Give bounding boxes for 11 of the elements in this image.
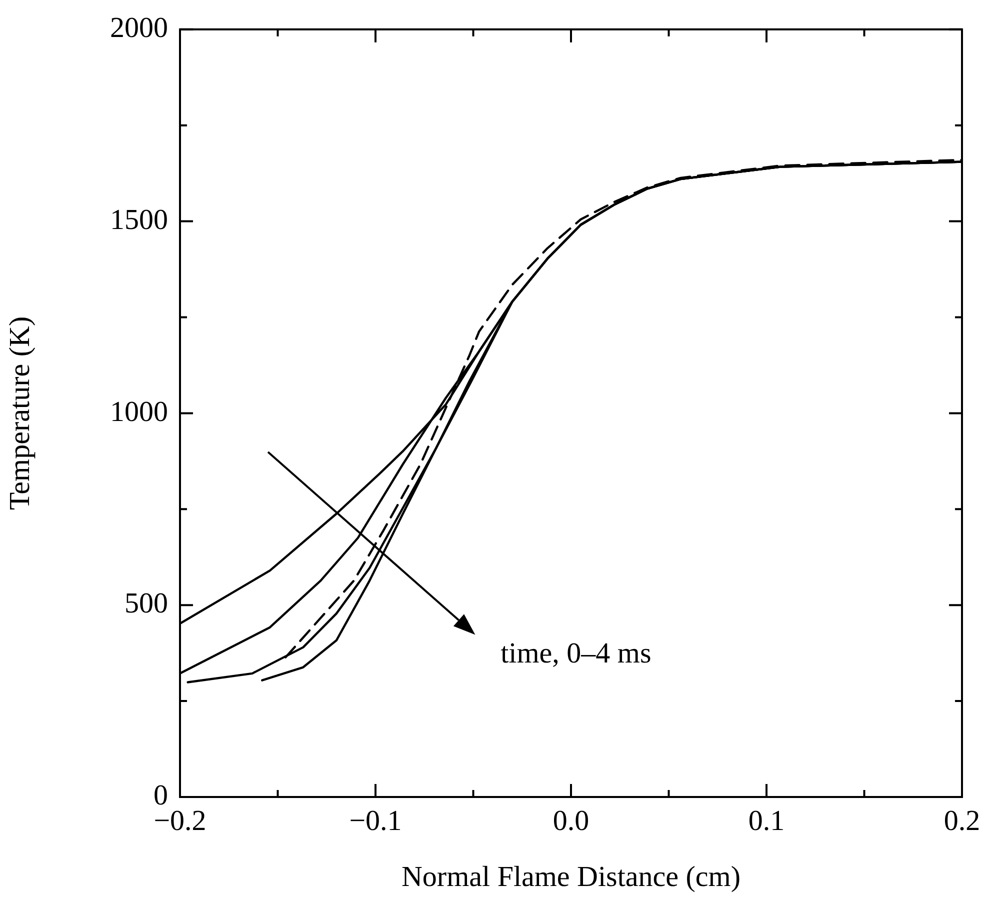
y-axis-title: Temperature (K) bbox=[4, 316, 36, 510]
x-tick-label: 0.1 bbox=[748, 805, 785, 838]
y-tick-label: 1500 bbox=[110, 204, 168, 236]
y-tick-label: 1000 bbox=[110, 396, 168, 428]
y-tick-label: 500 bbox=[124, 588, 168, 620]
x-tick-label: 0.0 bbox=[552, 805, 590, 838]
x-axis-title: Normal Flame Distance (cm) bbox=[401, 861, 741, 894]
y-tick-label: 2000 bbox=[110, 12, 168, 44]
x-tick-label: −0.1 bbox=[349, 805, 402, 838]
x-tick-label: 0.2 bbox=[944, 805, 980, 838]
annotation: time, 0–4 ms bbox=[500, 638, 652, 670]
